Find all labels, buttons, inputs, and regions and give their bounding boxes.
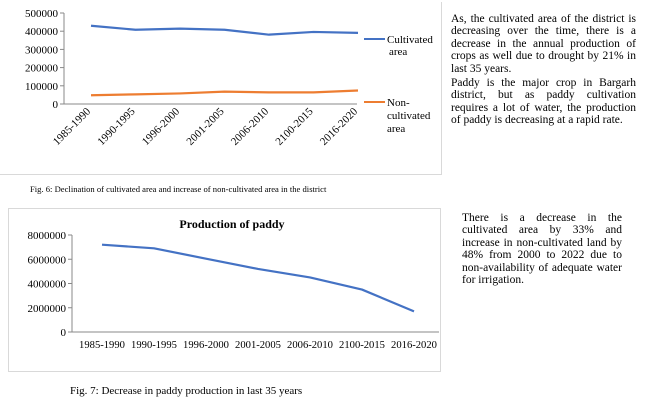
paragraph-crop-decrease: As, the cultivated area of the district … [451,13,636,75]
y-tick-label: 100000 [25,81,59,93]
legend-label-cultivated-1: Cultivated [387,34,433,46]
x-tick-label: 2001-2005 [235,340,281,351]
series-line-cultivated-area [90,24,359,36]
x-tick-label: 1985-1990 [79,340,125,351]
x-tick-label: 2001-2005 [184,105,227,148]
y-tick-label: 4000000 [28,279,67,291]
x-tick-label: 2016-2020 [318,105,361,148]
legend-label-non-cultivated-3: area [387,123,405,135]
series-line-non-cultivated-area [90,89,359,97]
paragraph-cultivated-area: There is a decrease in the cultivated ar… [462,212,622,287]
x-tick-label: 1996-2000 [183,340,229,351]
x-tick-label: 2006-2010 [287,340,333,351]
legend-label-non-cultivated-1: Non- [387,97,410,109]
paragraph-paddy: Paddy is the major crop in Bargarh distr… [451,77,636,127]
chart-paddy-production: Production of paddy 0 2000000 4000000 60000… [8,208,441,372]
y-tick-label: 6000000 [28,254,67,266]
figure-6-caption: Fig. 6: Declination of cultivated area a… [30,184,327,194]
chart-paddy-production-svg: Production of paddy 0 2000000 4000000 60000… [28,217,439,351]
y-tick-label: 300000 [25,44,59,56]
x-tick-label: 2016-2020 [391,340,437,351]
x-tick-label: 1996-2000 [140,105,183,148]
y-tick-label: 400000 [25,26,59,38]
series-line-series-0 [101,243,415,313]
x-tick-label: 1990-1995 [131,340,177,351]
x-tick-label: 2006-2010 [229,105,272,148]
chart-cultivated-area: 0 100000 200000 300000 400000 500000 1985-199… [0,2,442,175]
y-tick-label: 500000 [25,8,59,20]
x-tick-label: 2100-2015 [339,340,385,351]
figure-7-caption: Fig. 7: Decrease in paddy production in … [70,385,303,397]
y-tick-label: 200000 [25,63,59,75]
chart-cultivated-area-svg: 0 100000 200000 300000 400000 500000 1985-199… [25,8,433,148]
x-tick-label: 1985-1990 [51,105,94,148]
y-tick-label: 0 [53,99,59,111]
chart-title: Production of paddy [179,217,284,231]
y-tick-label: 8000000 [28,230,67,242]
legend-label-cultivated-2: area [389,46,407,58]
legend-label-non-cultivated-2: cultivated [387,110,431,122]
x-tick-label: 2100-2015 [273,105,316,148]
y-tick-label: 2000000 [28,303,67,315]
x-tick-label: 1990-1995 [95,105,138,148]
y-tick-label: 0 [61,327,67,339]
